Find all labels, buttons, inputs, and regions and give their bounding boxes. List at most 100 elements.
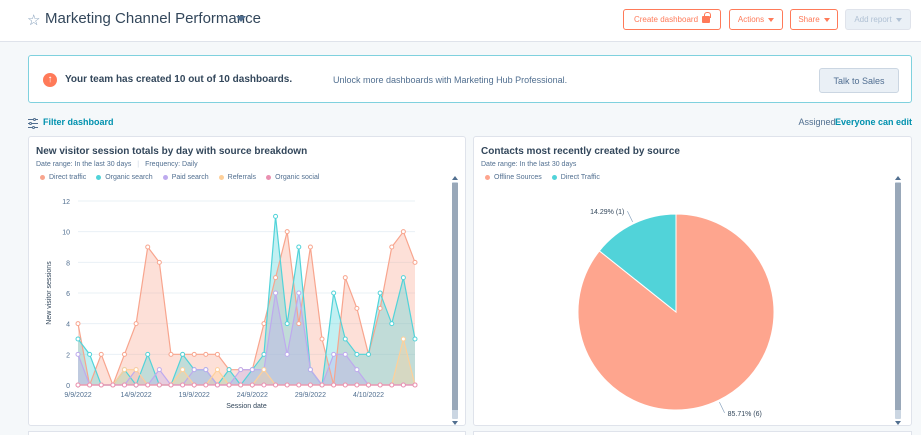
x-tick-label: 24/9/2022 <box>237 392 268 399</box>
data-point <box>412 336 418 342</box>
actions-label: Actions <box>737 15 765 24</box>
data-point <box>203 382 209 388</box>
x-tick-label: 19/9/2022 <box>179 392 210 399</box>
data-point <box>296 290 302 296</box>
data-point <box>226 367 232 373</box>
favorite-star-icon[interactable]: ☆ <box>27 12 41 29</box>
data-point <box>377 290 383 296</box>
data-point <box>296 244 302 250</box>
data-point <box>354 367 360 373</box>
data-point <box>121 351 127 357</box>
x-axis-title: Session date <box>226 403 267 410</box>
chart-legend: Direct traffic Organic search Paid searc… <box>40 174 319 181</box>
legend-dot <box>266 175 272 180</box>
scroll-up-icon[interactable] <box>452 176 458 180</box>
filter-sliders-icon[interactable] <box>28 117 38 129</box>
data-point <box>133 382 139 388</box>
data-point <box>75 321 81 327</box>
y-axis-title: New visitor sessions <box>46 261 53 325</box>
data-point <box>238 382 244 388</box>
legend-item-social[interactable]: Organic social <box>266 174 319 181</box>
legend-item-referrals[interactable]: Referrals <box>218 174 256 181</box>
scroll-thumb[interactable] <box>452 183 458 410</box>
data-point <box>389 244 395 250</box>
dashboard-title[interactable]: Marketing Channel Performance <box>45 10 261 27</box>
data-point <box>261 351 267 357</box>
data-point <box>389 382 395 388</box>
share-button[interactable]: Share <box>790 9 838 30</box>
data-point <box>214 351 220 357</box>
filter-row: Filter dashboard Assigned: Everyone can … <box>28 115 912 131</box>
y-tick-label: 12 <box>62 199 70 206</box>
card-scrollbar[interactable] <box>895 176 901 425</box>
data-point <box>191 382 197 388</box>
legend-dot <box>485 175 490 180</box>
y-tick-label: 2 <box>66 352 70 359</box>
data-point <box>307 367 313 373</box>
data-point <box>319 336 325 342</box>
legend-dot <box>218 175 224 180</box>
dashboard-limit-banner: ↑ Your team has created 10 out of 10 das… <box>28 55 912 103</box>
actions-button[interactable]: Actions <box>729 9 783 30</box>
data-point <box>75 351 81 357</box>
data-point <box>226 382 232 388</box>
talk-to-sales-button[interactable]: Talk to Sales <box>819 68 899 93</box>
data-point <box>377 382 383 388</box>
assigned-value-link[interactable]: Everyone can edit <box>834 117 912 127</box>
legend-item-paid[interactable]: Paid search <box>162 174 209 181</box>
data-point <box>261 367 267 373</box>
chevron-down-icon[interactable] <box>236 16 246 22</box>
legend-dot <box>40 175 45 180</box>
data-point <box>389 321 395 327</box>
chevron-down-icon <box>823 17 830 22</box>
date-range-text: Date range: In the last 30 days <box>36 161 132 168</box>
series-direct-traffic-area <box>78 231 415 385</box>
pie-label-leader <box>627 210 633 223</box>
legend-label: Organic social <box>275 174 320 181</box>
filter-dashboard-link[interactable]: Filter dashboard <box>43 117 114 127</box>
x-tick-label: 14/9/2022 <box>121 392 152 399</box>
data-point <box>307 244 313 250</box>
card-scrollbar[interactable] <box>452 176 458 425</box>
data-point <box>168 351 174 357</box>
banner-text: Unlock more dashboards with Marketing Hu… <box>333 75 568 85</box>
report-title[interactable]: New visitor session totals by day with s… <box>36 146 308 157</box>
add-report-button[interactable]: Add report <box>845 9 911 30</box>
scroll-down-icon[interactable] <box>452 421 458 425</box>
legend-item-direct[interactable]: Direct Traffic <box>551 174 600 181</box>
legend-dot <box>162 175 168 180</box>
date-range-text: Date range: In the last 30 days <box>481 161 577 168</box>
data-point <box>145 382 151 388</box>
report-card-visitor-sessions: New visitor session totals by day with s… <box>28 136 466 426</box>
legend-item-organic[interactable]: Organic search <box>96 174 153 181</box>
pie-chart: 85.71% (6) 14.29% (1) <box>577 209 775 418</box>
data-point <box>133 321 139 327</box>
data-point <box>273 213 279 219</box>
data-point <box>249 382 255 388</box>
data-point <box>203 351 209 357</box>
data-point <box>354 382 360 388</box>
data-point <box>400 336 406 342</box>
create-dashboard-button[interactable]: Create dashboard <box>623 9 721 30</box>
data-point <box>87 382 93 388</box>
legend-item-direct[interactable]: Direct traffic <box>40 174 86 181</box>
data-point <box>110 382 116 388</box>
data-point <box>331 351 337 357</box>
scroll-thumb[interactable] <box>895 183 901 410</box>
data-point <box>249 367 255 373</box>
y-tick-label: 0 <box>66 383 70 390</box>
scroll-up-icon[interactable] <box>895 176 901 180</box>
data-point <box>342 382 348 388</box>
data-point <box>400 229 406 235</box>
share-label: Share <box>798 15 820 24</box>
legend-item-offline[interactable]: Offline Sources <box>485 174 542 181</box>
data-point <box>366 351 372 357</box>
report-meta: Date range: In the last 30 days <box>481 161 576 168</box>
report-title[interactable]: Contacts most recently created by source <box>481 146 680 157</box>
data-point <box>180 382 186 388</box>
data-point <box>412 382 418 388</box>
scroll-down-icon[interactable] <box>895 421 901 425</box>
frequency-text: Frequency: Daily <box>145 161 198 168</box>
data-point <box>87 351 93 357</box>
data-point <box>284 382 290 388</box>
